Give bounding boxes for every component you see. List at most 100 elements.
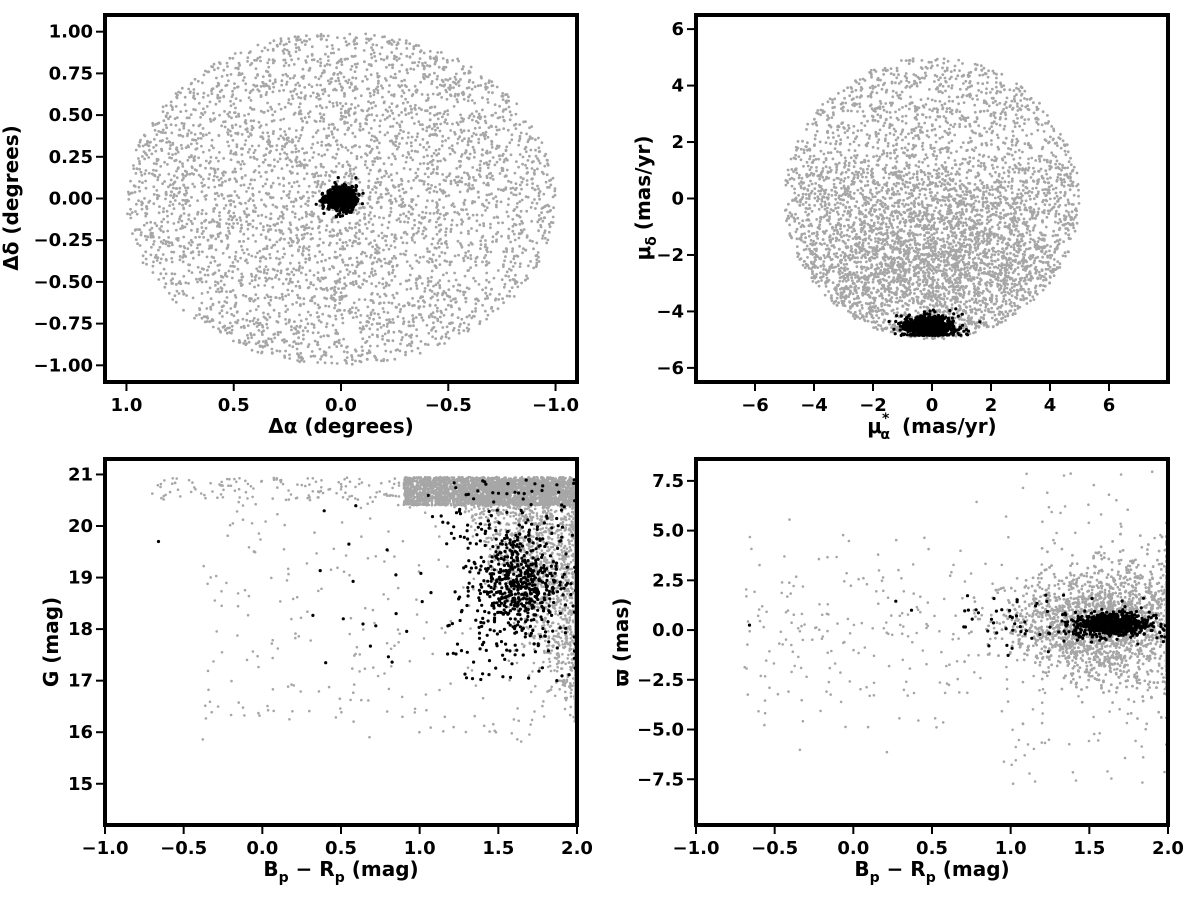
field-star-point bbox=[520, 210, 523, 213]
field-star-point bbox=[414, 85, 417, 88]
field-star-point bbox=[334, 251, 337, 254]
field-star-point bbox=[348, 222, 351, 225]
field-star-point bbox=[364, 341, 367, 344]
field-star-point bbox=[348, 33, 351, 36]
field-star-point bbox=[306, 121, 309, 124]
field-star-point bbox=[317, 278, 320, 281]
field-star-point bbox=[234, 294, 237, 297]
field-star-point bbox=[421, 211, 424, 214]
field-star-point bbox=[183, 212, 186, 215]
field-star-point bbox=[439, 238, 442, 241]
field-star-point bbox=[214, 238, 217, 241]
field-star-point bbox=[435, 226, 438, 229]
field-star-point bbox=[289, 77, 292, 80]
field-star-point bbox=[488, 79, 491, 82]
field-star-point bbox=[368, 132, 371, 135]
field-star-point bbox=[303, 177, 306, 180]
field-star-point bbox=[267, 135, 270, 138]
field-star-point bbox=[274, 81, 277, 84]
field-star-point bbox=[502, 265, 505, 268]
field-star-point bbox=[410, 111, 413, 114]
field-star-point bbox=[398, 70, 401, 73]
field-star-point bbox=[341, 105, 344, 108]
field-star-point bbox=[213, 220, 216, 223]
field-star-point bbox=[369, 211, 372, 214]
field-star-point bbox=[163, 239, 166, 242]
field-star-point bbox=[282, 282, 285, 285]
field-star-point bbox=[421, 282, 424, 285]
field-star-point bbox=[354, 111, 357, 114]
field-star-point bbox=[252, 199, 255, 202]
field-star-point bbox=[262, 131, 265, 134]
field-star-point bbox=[182, 260, 185, 263]
field-star-point bbox=[458, 213, 461, 216]
field-star-point bbox=[253, 151, 256, 154]
field-star-point bbox=[269, 299, 272, 302]
field-star-point bbox=[404, 334, 407, 337]
field-star-point bbox=[365, 280, 368, 283]
field-star-point bbox=[361, 283, 364, 286]
field-star-point bbox=[435, 113, 438, 116]
field-star-point bbox=[332, 105, 335, 108]
field-star-point bbox=[129, 213, 132, 216]
field-star-point bbox=[267, 71, 270, 74]
field-star-point bbox=[514, 262, 517, 265]
field-star-point bbox=[200, 212, 203, 215]
field-star-point bbox=[354, 135, 357, 138]
field-star-point bbox=[290, 58, 293, 61]
field-star-point bbox=[436, 86, 439, 89]
field-star-point bbox=[215, 248, 218, 251]
field-star-point bbox=[355, 209, 358, 212]
field-star-point bbox=[423, 217, 426, 220]
field-star-point bbox=[342, 322, 345, 325]
field-star-point bbox=[258, 329, 261, 332]
field-star-point bbox=[471, 88, 474, 91]
field-star-point bbox=[182, 174, 185, 177]
field-star-point bbox=[379, 302, 382, 305]
field-star-point bbox=[159, 262, 162, 265]
field-star-point bbox=[370, 46, 373, 49]
field-star-point bbox=[384, 262, 387, 265]
field-star-point bbox=[437, 118, 440, 121]
field-star-point bbox=[192, 124, 195, 127]
field-star-point bbox=[169, 194, 172, 197]
field-star-point bbox=[486, 86, 489, 89]
field-star-point bbox=[249, 197, 252, 200]
field-star-point bbox=[448, 295, 451, 298]
field-star-point bbox=[321, 155, 324, 158]
field-star-point bbox=[481, 153, 484, 156]
field-star-point bbox=[379, 169, 382, 172]
field-star-point bbox=[354, 360, 357, 363]
field-star-point bbox=[370, 271, 373, 274]
field-star-point bbox=[295, 234, 298, 237]
field-star-point bbox=[272, 49, 275, 52]
field-star-point bbox=[473, 151, 476, 154]
field-star-point bbox=[249, 183, 252, 186]
field-star-point bbox=[495, 204, 498, 207]
field-star-point bbox=[181, 179, 184, 182]
field-star-point bbox=[478, 224, 481, 227]
field-star-point bbox=[198, 102, 201, 105]
field-star-point bbox=[485, 131, 488, 134]
field-star-point bbox=[379, 260, 382, 263]
field-star-point bbox=[429, 212, 432, 215]
field-star-point bbox=[267, 228, 270, 231]
field-star-point bbox=[167, 236, 170, 239]
field-star-point bbox=[341, 317, 344, 320]
field-star-point bbox=[293, 327, 296, 330]
field-star-point bbox=[364, 160, 367, 163]
field-star-point bbox=[165, 141, 168, 144]
field-star-point bbox=[409, 67, 412, 70]
field-star-point bbox=[486, 98, 489, 101]
field-star-point bbox=[471, 310, 474, 313]
field-star-point bbox=[459, 121, 462, 124]
field-star-point bbox=[170, 132, 173, 135]
field-star-point bbox=[358, 207, 361, 210]
field-star-point bbox=[468, 187, 471, 190]
field-star-point bbox=[177, 221, 180, 224]
field-star-point bbox=[494, 195, 497, 198]
field-star-point bbox=[380, 84, 383, 87]
field-star-point bbox=[333, 307, 336, 310]
field-star-point bbox=[460, 131, 463, 134]
field-star-point bbox=[206, 291, 209, 294]
